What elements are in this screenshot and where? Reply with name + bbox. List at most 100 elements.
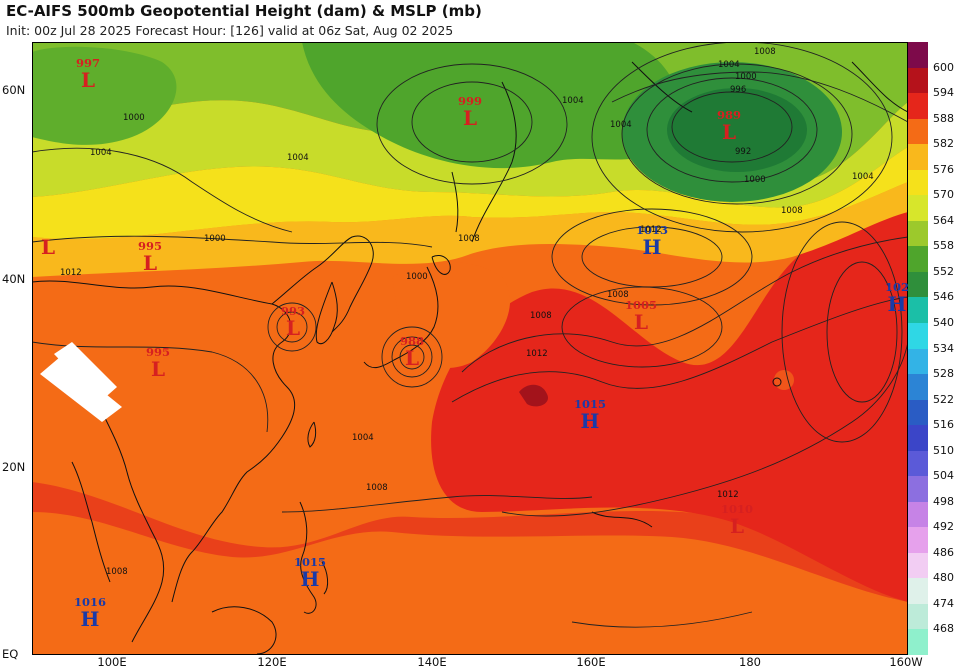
lon-label-140e: 140E xyxy=(417,655,447,669)
colorbar-swatch xyxy=(908,476,928,503)
colorbar-label: 564 xyxy=(933,213,954,227)
isobar-label: 1000 xyxy=(123,113,145,123)
lat-label-20n: 20N xyxy=(2,460,26,474)
isobar-label: 1012 xyxy=(526,349,548,359)
forecast-map xyxy=(32,42,908,655)
colorbar-label: 486 xyxy=(933,545,954,559)
isobar-label: 992 xyxy=(735,147,752,157)
low-center-edge: L xyxy=(40,235,56,259)
colorbar-label: 588 xyxy=(933,111,954,125)
colorbar-swatch xyxy=(908,118,928,145)
lon-label-160e: 160E xyxy=(576,655,606,669)
isobar-label: 1008 xyxy=(754,47,776,57)
height-band-588-pacific xyxy=(431,207,908,602)
isobar-label: 1008 xyxy=(366,483,388,493)
colorbar-label: 600 xyxy=(933,60,954,74)
colorbar-label: 558 xyxy=(933,239,954,253)
colorbar-swatch xyxy=(908,195,928,222)
colorbar-label: 492 xyxy=(933,520,954,534)
colorbar-label: 498 xyxy=(933,494,954,508)
low-center-989: 989 L xyxy=(716,108,742,144)
isobars xyxy=(32,42,908,628)
colorbar-swatch xyxy=(908,603,928,630)
colorbar-label: 576 xyxy=(933,162,954,176)
height-band-552-west xyxy=(32,46,177,145)
high-center-102-east: 102 H xyxy=(884,280,910,316)
colorbar-swatch xyxy=(908,552,928,579)
isobar-label: 1004 xyxy=(287,153,309,163)
isobar-label: 1008 xyxy=(607,290,629,300)
colorbar-label: 546 xyxy=(933,290,954,304)
isobar-label: 1004 xyxy=(610,120,632,130)
colorbar-swatch xyxy=(908,629,928,656)
colorbar-swatch xyxy=(908,93,928,120)
isobar-label: 1000 xyxy=(735,72,757,82)
colorbar-swatch xyxy=(908,399,928,426)
lat-label-40n: 40N xyxy=(2,272,26,286)
isobar-label: 1004 xyxy=(90,148,112,158)
isobar-label: 1008 xyxy=(781,206,803,216)
low-center-1005: 1005 L xyxy=(624,298,658,334)
colorbar-label: 504 xyxy=(933,469,954,483)
colorbar-label: 582 xyxy=(933,137,954,151)
colorbar-swatch xyxy=(908,297,928,324)
lon-label-180: 180 xyxy=(739,655,761,669)
isobar-label: 1012 xyxy=(60,268,82,278)
colorbar-swatch xyxy=(908,450,928,477)
lon-label-100e: 100E xyxy=(97,655,127,669)
colorbar: 600 594 588 582 576 570 564 558 552 546 540 534 528 5… xyxy=(908,42,960,656)
low-center-988: 988 L xyxy=(399,334,425,370)
colorbar-swatch xyxy=(908,322,928,349)
colorbar-label: 510 xyxy=(933,443,954,457)
height-band-552 xyxy=(302,42,680,169)
colorbar-label: 552 xyxy=(933,264,954,278)
height-band-588-south xyxy=(32,482,908,602)
isobar-label: 1012 xyxy=(640,225,662,235)
colorbar-swatch xyxy=(908,374,928,401)
colorbar-label: 474 xyxy=(933,596,954,610)
isobar-label: 1012 xyxy=(717,490,739,500)
colorbar-swatch xyxy=(908,169,928,196)
colorbar-swatch xyxy=(908,271,928,298)
isobar-label: 1004 xyxy=(718,60,740,70)
high-center-1015-philippines: 1015 H xyxy=(293,555,327,591)
low-center-999: 999 L xyxy=(457,94,483,130)
colorbar-swatch xyxy=(908,42,928,69)
isobar-label: 1000 xyxy=(406,272,428,282)
isobar-label: 1004 xyxy=(352,433,374,443)
colorbar-swatch xyxy=(908,501,928,528)
isobar-label: 1008 xyxy=(458,234,480,244)
low-center-1010: 1010 L xyxy=(720,502,754,538)
colorbar-label: 540 xyxy=(933,315,954,329)
colorbar-swatch xyxy=(908,67,928,94)
isobar-label: 1004 xyxy=(562,96,584,106)
isobar-label: 1000 xyxy=(744,175,766,185)
colorbar-label: 480 xyxy=(933,571,954,585)
colorbar-label: 522 xyxy=(933,392,954,406)
height-band-540-low xyxy=(667,88,807,172)
lat-label-eq: EQ xyxy=(2,647,19,661)
data-gap-slash xyxy=(40,357,122,422)
low-center-995-west: 995 L xyxy=(137,239,163,275)
lon-label-120e: 120E xyxy=(257,655,287,669)
lon-label-160w: 160W xyxy=(889,655,923,669)
colorbar-label: 516 xyxy=(933,418,954,432)
isobar-label: 1000 xyxy=(204,234,226,244)
low-center-995-inland: 995 L xyxy=(145,345,171,381)
isobar-label: 1008 xyxy=(530,311,552,321)
low-center-997: 997 L xyxy=(75,56,101,92)
map-subtitle: Init: 00z Jul 28 2025 Forecast Hour: [12… xyxy=(6,23,454,38)
colorbar-swatch xyxy=(908,527,928,554)
isobar-label: 996 xyxy=(730,85,747,95)
low-center-993: 993 L xyxy=(280,304,306,340)
data-gap-slash-2 xyxy=(54,342,117,402)
colorbar-swatch xyxy=(908,220,928,247)
colorbar-swatch xyxy=(908,425,928,452)
lat-label-60n: 60N xyxy=(2,83,26,97)
colorbar-swatch xyxy=(908,578,928,605)
isobar-label: 1004 xyxy=(852,172,874,182)
colorbar-label: 570 xyxy=(933,188,954,202)
high-center-1016: 1016 H xyxy=(73,595,107,631)
colorbar-label: 528 xyxy=(933,367,954,381)
